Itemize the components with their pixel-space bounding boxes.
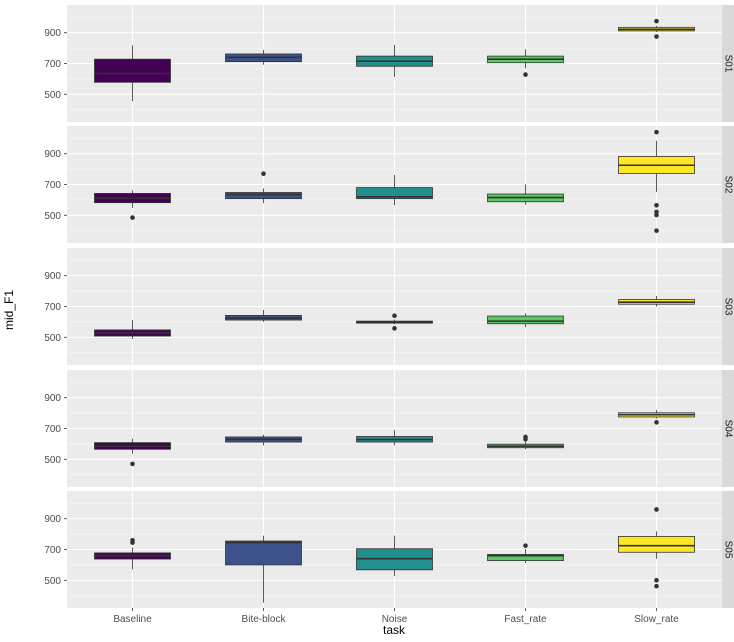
box-slow-rate (618, 410, 695, 425)
outlier-point (654, 228, 659, 233)
x-tick-label: Slow_rate (634, 614, 679, 625)
x-tick-label: Baseline (113, 614, 152, 625)
box-body (225, 540, 302, 566)
outlier-point (654, 583, 659, 589)
y-tick-label: 500 (44, 455, 61, 466)
facet-panel: 500 700 900 S01 (44, 5, 734, 122)
box-body (225, 192, 302, 200)
x-tick-label: Noise (382, 614, 408, 625)
facet-panel: 500 700 900 S02 (44, 126, 734, 243)
facet-panel: 500 700 900 S03 (44, 248, 734, 365)
box-fast-rate (487, 313, 564, 328)
outlier-point (130, 215, 135, 220)
box-body (94, 58, 171, 83)
facet-strip-label: S04 (723, 420, 734, 438)
box-baseline (94, 537, 171, 570)
x-tick-label: Bite-block (242, 614, 287, 625)
box-slow-rate (618, 296, 695, 307)
y-tick-label: 500 (44, 90, 61, 101)
x-axis-title: task (383, 623, 406, 637)
facet-strip (722, 491, 734, 608)
box-noise (356, 313, 433, 331)
outlier-point (261, 171, 266, 177)
facet-strip (722, 248, 734, 365)
outlier-point (654, 507, 659, 512)
box-fast-rate (487, 49, 564, 77)
box-noise (356, 535, 433, 576)
y-tick-label: 900 (44, 28, 61, 39)
box-body (356, 187, 433, 200)
box-bite-block (225, 535, 302, 603)
box-bite-block (225, 171, 302, 204)
y-tick-label: 700 (44, 59, 61, 70)
box-fast-rate (487, 184, 564, 205)
y-tick-label: 700 (44, 424, 61, 435)
outlier-point (654, 202, 659, 208)
y-tick-label: 700 (44, 180, 61, 191)
box-baseline (94, 320, 171, 339)
box-slow-rate (618, 18, 695, 39)
outlier-point (392, 313, 397, 319)
x-axis: Baseline Bite-block Noise Fast_rate Slow_rat… (113, 608, 679, 625)
box-baseline (94, 45, 171, 102)
box-fast-rate (487, 434, 564, 450)
box-body (487, 315, 564, 325)
outlier-point (654, 420, 659, 425)
outlier-point (130, 540, 135, 545)
box-body (618, 536, 695, 553)
facet-strip-label: S01 (723, 55, 734, 73)
y-tick-label: 700 (44, 302, 61, 313)
facet-strip-label: S05 (723, 541, 734, 559)
facet-panel: 500 700 900 S05 (44, 491, 734, 608)
y-axis-title: mid_F1 (2, 290, 16, 330)
box-bite-block (225, 49, 302, 65)
facet-strip (722, 126, 734, 243)
facet-strip (722, 5, 734, 122)
y-tick-label: 500 (44, 211, 61, 222)
box-slow-rate (618, 507, 695, 589)
outlier-point (523, 72, 528, 77)
outlier-point (392, 326, 397, 331)
box-bite-block (225, 309, 302, 322)
box-noise (356, 430, 433, 446)
outlier-point (523, 543, 528, 548)
x-tick-label: Fast_rate (504, 614, 547, 625)
outlier-point (654, 577, 659, 583)
box-fast-rate (487, 543, 564, 564)
outlier-point (130, 461, 135, 467)
y-tick-label: 900 (44, 393, 61, 404)
y-tick-label: 500 (44, 576, 61, 587)
box-body (487, 554, 564, 561)
box-slow-rate (618, 129, 695, 233)
outlier-point (523, 436, 528, 442)
outlier-point (654, 34, 659, 39)
y-tick-label: 900 (44, 271, 61, 282)
y-tick-label: 700 (44, 545, 61, 556)
facet-panel: 500 700 900 S04 (44, 370, 734, 487)
box-baseline (94, 190, 171, 220)
facet-strip (722, 370, 734, 487)
y-tick-label: 900 (44, 149, 61, 160)
box-noise (356, 174, 433, 206)
facet-strip-label: S02 (723, 176, 734, 194)
box-bite-block (225, 434, 302, 446)
outlier-point (654, 18, 659, 24)
box-noise (356, 45, 433, 78)
outlier-point (654, 129, 659, 135)
box-baseline (94, 438, 171, 467)
facet-panels: 500 700 900 S01 500 700 900 S02 500 700 900 S03 500 7… (44, 5, 734, 608)
facet-strip-label: S03 (723, 298, 734, 316)
y-tick-label: 900 (44, 514, 61, 525)
y-tick-label: 500 (44, 333, 61, 344)
outlier-point (654, 212, 659, 218)
